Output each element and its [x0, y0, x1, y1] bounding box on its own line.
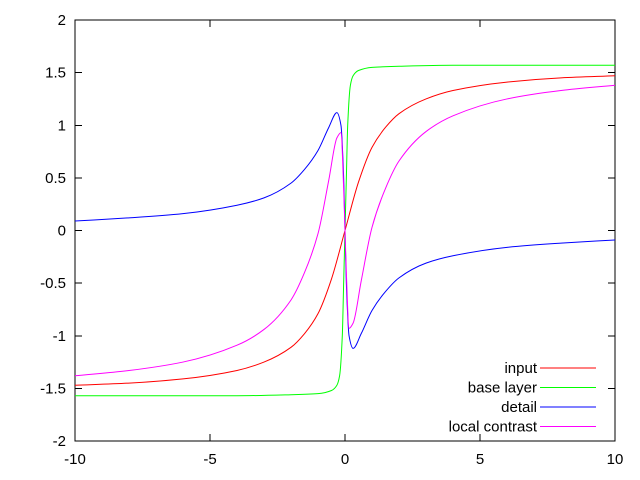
ticks-group: -10 -5 0 5 10 -2 -1.5 -1 -0.5 0 0.5 1 1.5 2 — [40, 12, 623, 468]
y-tick-label: -2 — [53, 433, 66, 450]
y-tick-label: -1.5 — [40, 380, 66, 397]
y-tick-label: 0.5 — [45, 170, 66, 187]
x-tick-label: 0 — [341, 451, 349, 468]
legend-label-input: input — [504, 360, 537, 377]
legend-label-local-contrast: local contrast — [449, 419, 538, 436]
legend-label-detail: detail — [501, 399, 537, 416]
y-tick-label: 2 — [58, 12, 66, 29]
legend: input base layer detail local contrast — [449, 360, 596, 436]
y-tick-label: 1.5 — [45, 65, 66, 82]
series-group — [75, 64, 615, 397]
y-tick-label: 0 — [58, 223, 66, 240]
x-tick-label: 5 — [476, 451, 484, 468]
legend-label-base-layer: base layer — [468, 380, 537, 397]
y-tick-label: -1 — [53, 328, 66, 345]
y-tick-label: 1 — [58, 117, 66, 134]
y-tick-label: -0.5 — [40, 275, 66, 292]
x-tick-label: -10 — [64, 451, 86, 468]
x-tick-label: 10 — [607, 451, 624, 468]
series-line-local-contrast — [75, 84, 615, 377]
x-tick-label: -5 — [203, 451, 216, 468]
